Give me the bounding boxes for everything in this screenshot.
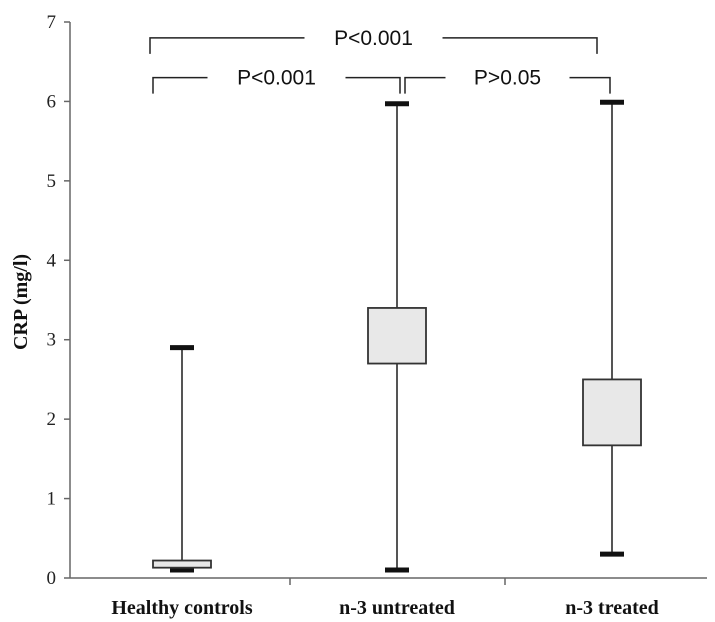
bracket-left [149,37,305,54]
significance-brackets: P<0.001 P<0.001 P>0.05 [149,27,611,94]
box [367,307,427,365]
y-tick-label: 5 [47,171,57,192]
box [152,559,212,569]
y-tick-label: 1 [47,489,57,510]
bracket-right [442,37,598,54]
box-series [152,99,642,573]
p-value-label: P<0.001 [237,67,316,90]
box [582,378,642,447]
y-tick-label: 6 [47,91,57,112]
x-category-label: n-3 treated [565,597,659,619]
comparison-bracket: P<0.001 [149,27,598,54]
box-group [367,101,427,573]
bracket-left [404,76,446,94]
y-tick-label: 7 [47,12,57,33]
y-tick-label: 4 [47,250,57,271]
box-group [582,99,642,557]
bracket-right [345,76,401,94]
y-tick-label: 3 [47,330,57,351]
bracket-right [569,76,611,94]
comparison-bracket: P<0.001 [152,67,401,94]
comparison-bracket: P>0.05 [404,67,611,94]
bracket-left [152,76,208,94]
box-group [152,345,212,573]
y-tick-label: 0 [47,568,57,589]
x-category-label: Healthy controls [111,597,253,619]
p-value-label: P<0.001 [334,27,413,50]
p-value-label: P>0.05 [474,67,541,90]
axes: 0 1 2 3 4 5 6 7 Healthy controls n-3 untreated n-3… [47,12,707,619]
y-tick-label: 2 [47,409,57,430]
x-category-label: n-3 untreated [339,597,455,619]
y-axis-title: CRP (mg/l) [10,254,32,350]
